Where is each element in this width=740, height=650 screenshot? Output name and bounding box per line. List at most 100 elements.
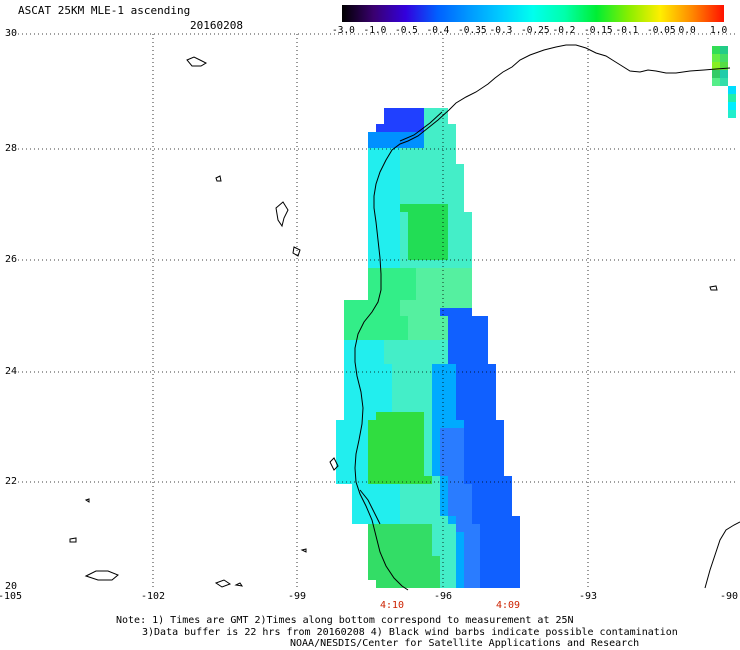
swath-cell: [440, 508, 448, 516]
swath-cell: [408, 116, 416, 124]
swath-cell: [392, 388, 400, 396]
swath-cell: [392, 316, 400, 324]
swath-cell: [448, 404, 456, 412]
swath-cell: [448, 292, 456, 300]
swath-cell: [448, 396, 456, 404]
swath-cell: [424, 164, 432, 172]
swath-cell: [456, 540, 464, 548]
swath-cell: [416, 196, 424, 204]
swath-cell: [376, 332, 384, 340]
swath-cell: [480, 388, 488, 396]
swath-cell: [440, 348, 448, 356]
swath-cell: [376, 476, 384, 484]
swath-cell: [408, 556, 416, 564]
swath-cell: [408, 572, 416, 580]
swath-cell: [480, 460, 488, 468]
swath-cell: [424, 468, 432, 476]
swath-cell: [424, 364, 432, 372]
island-d: [215, 175, 222, 182]
swath-cell: [368, 332, 376, 340]
swath-cell: [472, 532, 480, 540]
swath-cell: [456, 532, 464, 540]
swath-cell: [440, 180, 448, 188]
swath-cell: [448, 260, 456, 268]
swath-cell: [464, 460, 472, 468]
swath-cell: [448, 468, 456, 476]
swath-cell: [480, 444, 488, 452]
swath-cell: [400, 116, 408, 124]
swath-cell: [408, 140, 416, 148]
swath-cell: [432, 140, 440, 148]
swath-cell: [416, 572, 424, 580]
swath-cell: [368, 540, 376, 548]
swath-cell: [456, 556, 464, 564]
island-j: [300, 548, 307, 553]
swath-cell: [456, 220, 464, 228]
swath-cell: [376, 140, 384, 148]
swath-cell: [424, 396, 432, 404]
swath-cell: [488, 460, 496, 468]
swath-cell: [448, 572, 456, 580]
swath-cell: [360, 340, 368, 348]
swath-cell: [432, 180, 440, 188]
swath-cell: [368, 500, 376, 508]
swath-cell: [344, 396, 352, 404]
swath-cell: [432, 564, 440, 572]
swath-cell: [376, 124, 384, 132]
note-line-1: Note: 1) Times are GMT 2)Times along bot…: [116, 615, 574, 626]
swath-cell: [456, 428, 464, 436]
swath-cell: [728, 94, 736, 102]
swath-cell: [456, 564, 464, 572]
swath-cell: [448, 220, 456, 228]
swath-cell: [464, 468, 472, 476]
swath-cell: [384, 428, 392, 436]
swath-cell: [408, 356, 416, 364]
swath-cell: [480, 540, 488, 548]
swath-cell: [400, 236, 408, 244]
swath-cell: [488, 420, 496, 428]
swath-cell: [376, 380, 384, 388]
swath-cell: [480, 532, 488, 540]
swath-cell: [368, 356, 376, 364]
swath-cell: [464, 500, 472, 508]
swath-cell: [464, 452, 472, 460]
swath-cell: [384, 580, 392, 588]
swath-cell: [392, 276, 400, 284]
swath-cell: [440, 404, 448, 412]
swath-cell: [408, 276, 416, 284]
swath-cell: [400, 284, 408, 292]
swath-cell: [368, 188, 376, 196]
swath-cell: [416, 372, 424, 380]
swath-cell: [360, 308, 368, 316]
swath-cell: [472, 540, 480, 548]
swath-cell: [400, 308, 408, 316]
swath-cell: [456, 172, 464, 180]
swath-cell: [400, 420, 408, 428]
swath-cell: [336, 420, 344, 428]
swath-cell: [416, 420, 424, 428]
swath-cell: [432, 196, 440, 204]
swath-cell: [368, 396, 376, 404]
swath-cell: [440, 564, 448, 572]
swath-cell: [456, 292, 464, 300]
swath-cell: [472, 420, 480, 428]
swath-cell: [448, 428, 456, 436]
swath-cell: [424, 300, 432, 308]
swath-cell: [400, 156, 408, 164]
swath-cell: [408, 188, 416, 196]
swath-cell: [480, 500, 488, 508]
swath-cell: [424, 428, 432, 436]
swath-cell: [416, 332, 424, 340]
swath-cell: [392, 252, 400, 260]
swath-cell: [376, 308, 384, 316]
swath-cell: [400, 540, 408, 548]
swath-cell: [424, 228, 432, 236]
swath-cell: [472, 492, 480, 500]
swath-cell: [448, 380, 456, 388]
swath-cell: [464, 396, 472, 404]
swath-cell: [376, 524, 384, 532]
swath-cell: [488, 564, 496, 572]
swath-cell: [384, 356, 392, 364]
swath-cell: [456, 388, 464, 396]
swath-cell: [440, 316, 448, 324]
